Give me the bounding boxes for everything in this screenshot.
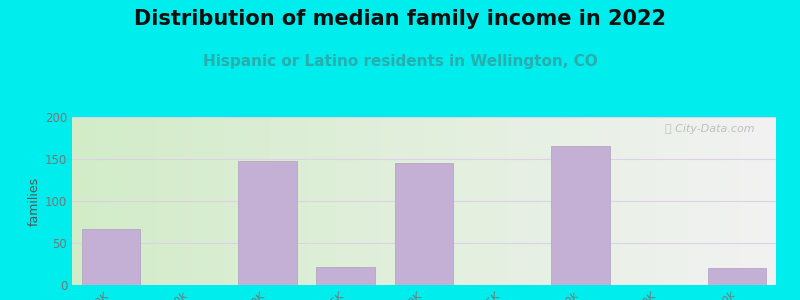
Bar xyxy=(551,146,610,285)
Bar xyxy=(317,266,375,285)
Bar xyxy=(82,229,141,285)
Y-axis label: families: families xyxy=(28,176,41,226)
Text: Hispanic or Latino residents in Wellington, CO: Hispanic or Latino residents in Wellingt… xyxy=(202,54,598,69)
Bar xyxy=(707,268,766,285)
Bar xyxy=(238,161,297,285)
Text: Distribution of median family income in 2022: Distribution of median family income in … xyxy=(134,9,666,29)
Text: ⓘ City-Data.com: ⓘ City-Data.com xyxy=(666,124,755,134)
Bar xyxy=(394,163,454,285)
